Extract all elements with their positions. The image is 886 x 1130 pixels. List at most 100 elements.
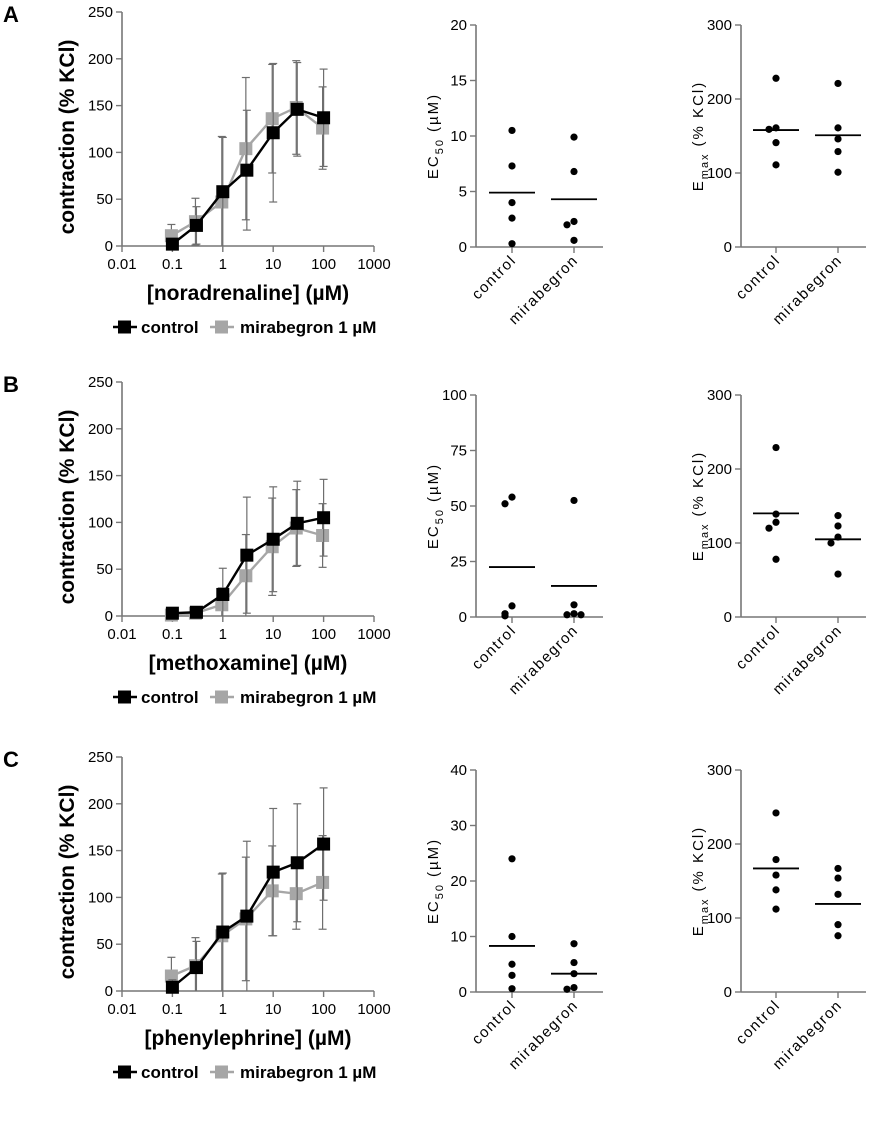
curve-x-tick-label: 0.1: [162, 1001, 183, 1018]
emax-y-tick-label: 300: [707, 762, 732, 779]
emax-y-tick-label: 200: [707, 836, 732, 853]
data-point-mirabegron: [265, 112, 279, 126]
curve-y-tick-label: 100: [88, 889, 113, 906]
emax-data-point: [772, 871, 780, 879]
emax-data-point: [834, 135, 842, 143]
curve-x-axis-title: [methoxamine] (µM): [149, 652, 348, 675]
emax-data-point: [834, 147, 842, 156]
ec50-data-point: [570, 983, 578, 992]
data-point-control: [317, 111, 331, 125]
legend-label-mirabegron: mirabegron 1 µM: [240, 318, 376, 337]
emax-data-point: [772, 510, 780, 518]
emax-y-tick-label: 100: [707, 910, 732, 927]
ec50-data-point: [570, 610, 578, 618]
curve-x-axis-title: [noradrenaline] (µM): [147, 282, 349, 305]
emax-data-point: [834, 890, 842, 898]
curve-x-tick-label: 10: [265, 256, 282, 273]
ec50-category-label: control: [469, 622, 520, 673]
curve-y-tick-label: 0: [105, 238, 113, 255]
data-point-control: [317, 837, 331, 851]
data-point-control: [165, 606, 179, 620]
ec50-category-label: control: [469, 997, 520, 1048]
emax-data-point: [772, 555, 780, 563]
curve-x-tick-label: 0.01: [107, 626, 136, 643]
curve-y-axis-title: contraction (% KCl): [56, 785, 79, 980]
data-point-control: [290, 856, 304, 870]
emax-data-point: [772, 124, 780, 132]
ec50-data-point: [501, 500, 509, 508]
dose-response-chart-B: 0 50 100 150 200 250 0.01 0.1 1 10 100 1000 [methoxa…: [56, 374, 391, 707]
emax-y-axis-title: Emax (% KCl): [690, 451, 711, 561]
emax-data-point: [827, 539, 835, 547]
curve-y-tick-label: 50: [96, 936, 113, 953]
data-point-control: [240, 909, 254, 923]
panel-label-C: C: [3, 747, 19, 772]
emax-y-tick-label: 0: [724, 609, 732, 626]
data-point-mirabegron: [239, 142, 253, 156]
curve-y-tick-label: 0: [105, 983, 113, 1000]
emax-y-tick-label: 0: [724, 984, 732, 1001]
curve-y-axis-title: contraction (% KCl): [56, 40, 79, 235]
emax-y-axis-title: Emax (% KCl): [690, 81, 711, 191]
ec50-y-tick-label: 0: [459, 984, 467, 1001]
ec50-data-point: [508, 855, 516, 863]
ec50-y-axis-title: EC50 (µM): [425, 463, 446, 549]
ec50-y-tick-label: 20: [450, 873, 467, 890]
ec50-data-point: [563, 611, 571, 619]
emax-data-point: [765, 125, 773, 133]
emax-y-tick-label: 200: [707, 91, 732, 108]
panel-label-A: A: [3, 2, 19, 27]
curve-y-tick-label: 150: [88, 98, 113, 115]
curve-x-axis-title: [phenylephrine] (µM): [145, 1027, 352, 1050]
ec50-y-axis-title-unit: (µM): [425, 838, 442, 877]
emax-data-point: [772, 139, 780, 147]
data-point-control: [165, 237, 179, 251]
ec50-data-point: [570, 970, 578, 978]
ec50-y-axis-title-main: EC: [425, 899, 442, 924]
ec50-y-axis-title-unit: (µM): [425, 463, 442, 502]
ec50-y-axis-title-sub: 50: [434, 508, 446, 524]
ec50-y-tick-label: 0: [459, 609, 467, 626]
emax-category-label: control: [733, 997, 784, 1048]
emax-y-axis-title: Emax (% KCl): [690, 826, 711, 936]
emax-y-axis-title-main: E: [690, 924, 707, 936]
emax-data-point: [772, 886, 780, 894]
emax-y-axis-title-unit: (% KCl): [690, 81, 707, 147]
ec50-y-axis-title-main: EC: [425, 154, 442, 179]
legend-marker-mirabegron: [215, 320, 228, 334]
data-point-control: [240, 548, 254, 562]
data-point-control: [240, 163, 254, 177]
ec50-data-point: [570, 601, 578, 609]
curve-x-tick-label: 1000: [357, 626, 390, 643]
curve-y-tick-label: 100: [88, 514, 113, 531]
curve-x-tick-label: 0.1: [162, 256, 183, 273]
curve-y-tick-label: 250: [88, 749, 113, 766]
emax-data-point: [834, 570, 842, 578]
curve-y-tick-label: 150: [88, 468, 113, 485]
legend-marker-mirabegron: [215, 1065, 228, 1079]
data-point-control: [189, 218, 203, 232]
legend-label-mirabegron: mirabegron 1 µM: [240, 688, 376, 707]
dose-response-chart-A: 0 50 100 150 200 250 0.01 0.1 1 10 100 1000 [noradre…: [56, 4, 391, 337]
emax-data-point: [772, 855, 780, 864]
ec50-data-point: [563, 985, 571, 993]
emax-data-point: [772, 518, 780, 526]
data-point-mirabegron: [215, 598, 229, 612]
ec50-y-tick-label: 75: [450, 443, 467, 460]
data-point-mirabegron: [289, 887, 303, 901]
data-point-mirabegron: [316, 875, 330, 889]
ec50-data-point: [570, 496, 578, 505]
curve-x-tick-label: 10: [265, 626, 282, 643]
ec50-y-tick-label: 0: [459, 239, 467, 256]
ec50-data-point: [570, 167, 578, 176]
curve-x-tick-label: 100: [311, 256, 336, 273]
data-point-mirabegron: [239, 569, 253, 583]
emax-data-point: [772, 161, 780, 169]
ec50-data-point: [508, 971, 516, 979]
